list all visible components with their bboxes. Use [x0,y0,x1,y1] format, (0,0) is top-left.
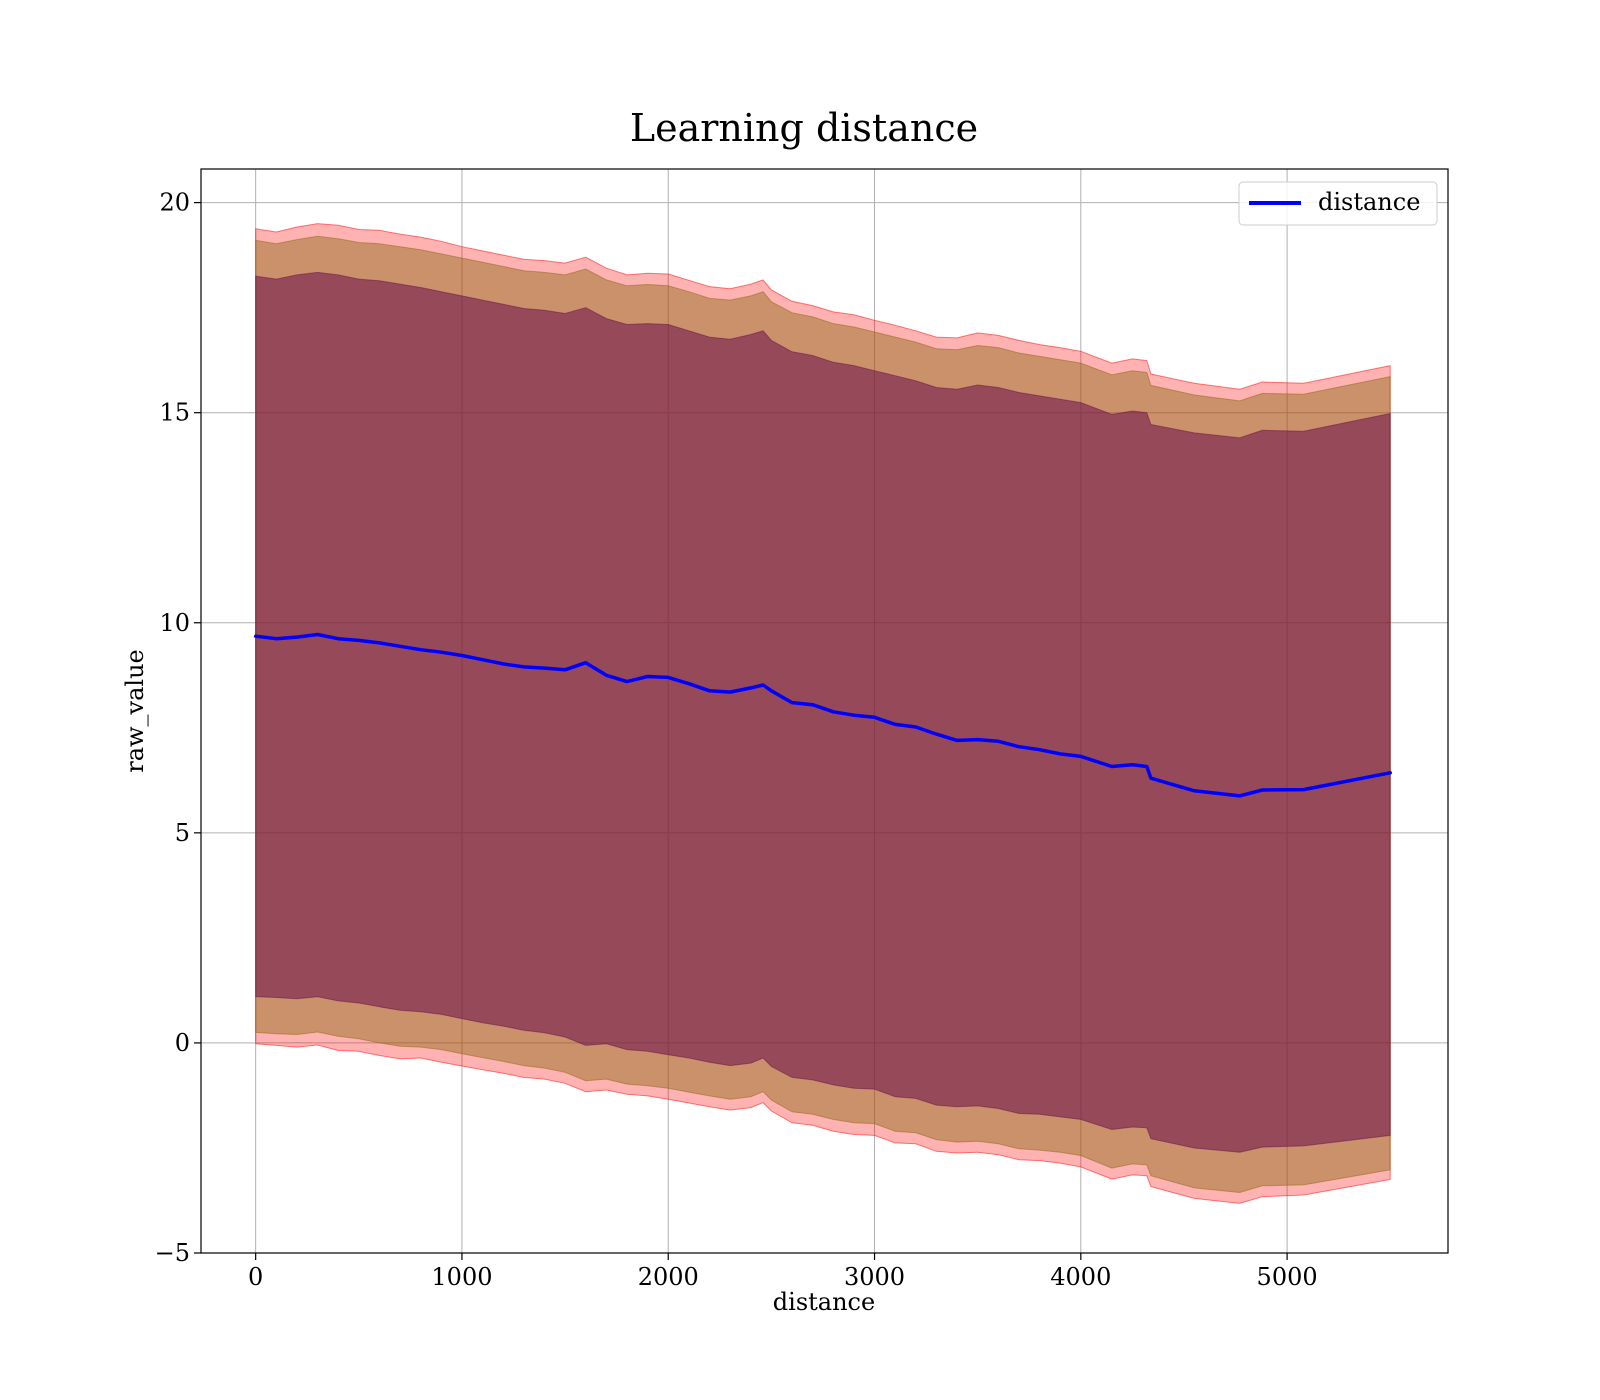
y-axis-ticks: −5 0 5 10 15 20 [155,189,201,1267]
distance-line-layer [253,632,1392,798]
y-tick-label: −5 [155,1239,190,1267]
x-tick-label: 2000 [638,1263,699,1291]
legend-label-distance: distance [1318,188,1420,216]
x-axis-label: distance [773,1288,875,1316]
inner-band [255,271,1391,1153]
y-tick-label: 5 [175,819,190,847]
y-tick-label: 15 [159,399,190,427]
legend-box [1238,181,1438,226]
y-axis-label: raw_value [121,649,149,773]
x-axis-ticks: 0 1000 2000 3000 4000 5000 [248,1253,1318,1291]
series-line-distance [253,632,1392,798]
legend: distance [1238,181,1438,226]
x-tick-label: 3000 [844,1263,905,1291]
x-tick-label: 0 [248,1263,263,1291]
plot-area [201,169,1448,1254]
chart-title: Learning distance [630,106,978,150]
plot-frame [200,168,1449,1254]
x-tick-label: 1000 [431,1263,492,1291]
y-tick-label: 0 [175,1029,190,1057]
confidence-bands [255,223,1391,1204]
y-tick-label: 10 [159,609,190,637]
x-tick-label: 4000 [1050,1263,1111,1291]
x-tick-label: 5000 [1257,1263,1318,1291]
y-tick-label: 20 [159,189,190,217]
